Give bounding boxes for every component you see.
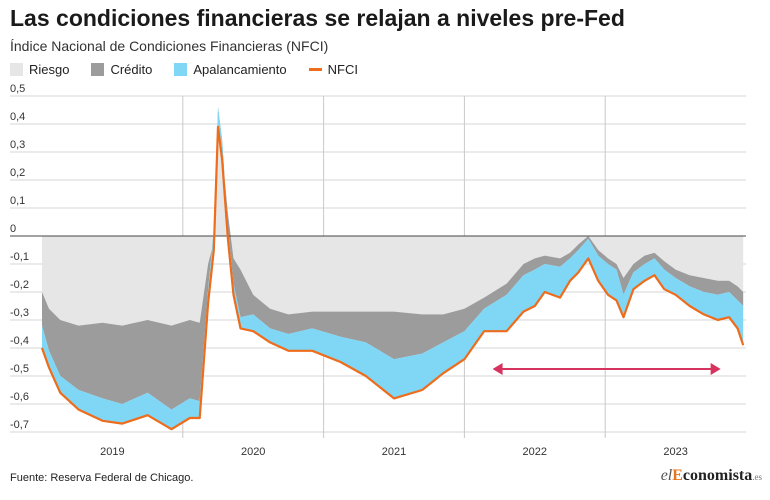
annotation-arrowhead-right xyxy=(710,363,721,375)
y-tick-label: -0,1 xyxy=(10,251,29,263)
chart-subtitle: Índice Nacional de Condiciones Financier… xyxy=(10,38,329,54)
x-tick-label: 2023 xyxy=(663,446,687,458)
y-tick-label: 0,4 xyxy=(10,111,25,123)
area-riesgo xyxy=(42,124,744,326)
y-tick-label: 0,2 xyxy=(10,167,25,179)
legend-item-credito: Crédito xyxy=(91,62,152,77)
y-tick-label: 0,5 xyxy=(10,83,25,95)
legend-swatch-riesgo xyxy=(10,63,23,76)
chart-title: Las condiciones financieras se relajan a… xyxy=(10,5,625,31)
source-note: Fuente: Reserva Federal de Chicago. xyxy=(10,472,194,484)
annotation-arrowhead-left xyxy=(492,363,503,375)
area-apalancamiento xyxy=(42,107,744,430)
y-tick-label: -0,3 xyxy=(10,307,29,319)
y-tick-label: -0,2 xyxy=(10,279,29,291)
legend-label-apalancamiento: Apalancamiento xyxy=(193,62,287,77)
legend-swatch-apalancamiento xyxy=(174,63,188,76)
x-tick-label: 2020 xyxy=(241,446,265,458)
area-crédito xyxy=(42,107,744,410)
legend-label-riesgo: Riesgo xyxy=(29,62,70,77)
x-tick-label: 2022 xyxy=(523,446,547,458)
y-tick-label: 0,1 xyxy=(10,195,25,207)
y-tick-label: -0,4 xyxy=(10,335,29,347)
legend-label-nfci: NFCI xyxy=(327,62,358,77)
y-tick-label: -0,7 xyxy=(10,419,29,431)
legend-swatch-credito xyxy=(91,63,105,76)
eleconomista-logo: elEconomista.es xyxy=(660,467,762,484)
y-tick-label: -0,6 xyxy=(10,391,29,403)
legend-label-credito: Crédito xyxy=(110,62,153,77)
legend-item-apalancamiento: Apalancamiento xyxy=(174,62,287,77)
chart-legend: Riesgo Crédito Apalancamiento NFCI xyxy=(10,62,380,77)
y-tick-label: 0 xyxy=(10,223,16,235)
legend-swatch-nfci xyxy=(308,68,322,71)
legend-item-riesgo: Riesgo xyxy=(10,62,69,77)
nfci-line xyxy=(40,125,745,431)
x-tick-label: 2019 xyxy=(100,446,124,458)
y-tick-label: -0,5 xyxy=(10,363,29,375)
y-tick-label: 0,3 xyxy=(10,139,25,151)
legend-item-nfci: NFCI xyxy=(308,62,358,77)
x-tick-label: 2021 xyxy=(382,446,406,458)
